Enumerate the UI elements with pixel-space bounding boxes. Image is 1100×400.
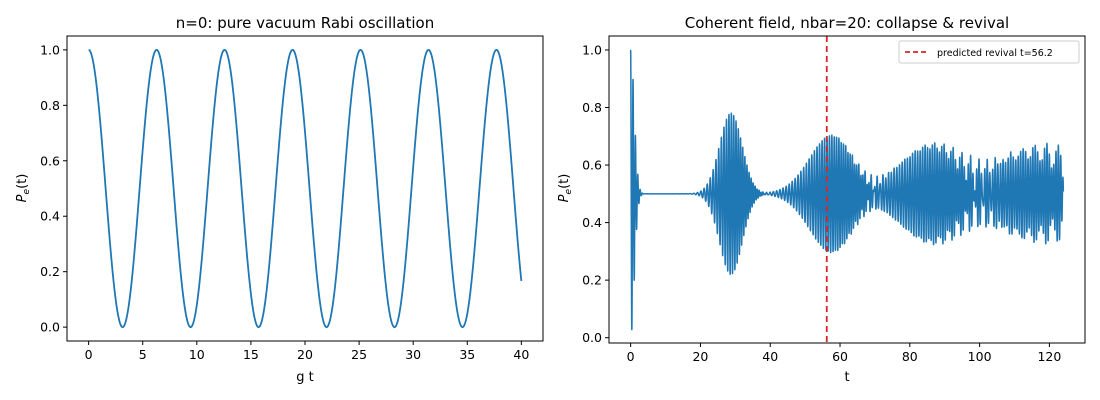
left-xtick-label: 20 bbox=[297, 347, 313, 362]
left-ytick-label: 1.0 bbox=[40, 42, 60, 57]
right-ytick-label: 0.0 bbox=[582, 330, 602, 345]
left-ytick-label: 0.6 bbox=[40, 153, 60, 168]
right-xtick-label: 120 bbox=[1037, 349, 1061, 364]
left-xtick-label: 5 bbox=[139, 347, 147, 362]
left-xtick-label: 10 bbox=[189, 347, 205, 362]
right-x-ticks: 0 20 40 60 80 100 120 bbox=[627, 343, 1061, 364]
right-ytick-label: 0.8 bbox=[582, 100, 602, 115]
left-xtick-label: 35 bbox=[459, 347, 475, 362]
left-ytick-label: 0.2 bbox=[40, 264, 60, 279]
left-xtick-label: 15 bbox=[243, 347, 259, 362]
right-ytick-label: 1.0 bbox=[582, 42, 602, 57]
right-plot-area bbox=[629, 36, 1065, 343]
left-title: n=0: pure vacuum Rabi oscillation bbox=[176, 14, 434, 32]
left-x-ticks: 0 5 10 15 20 25 30 35 40 bbox=[85, 341, 529, 362]
right-ytick-label: 0.2 bbox=[582, 273, 602, 288]
left-ytick-label: 0.4 bbox=[40, 209, 60, 224]
left-xtick-label: 40 bbox=[513, 347, 529, 362]
right-xtick-label: 0 bbox=[627, 349, 635, 364]
legend-label-revival: predicted revival t=56.2 bbox=[937, 48, 1053, 59]
left-ytick-label: 0.8 bbox=[40, 98, 60, 113]
right-xtick-label: 100 bbox=[968, 349, 992, 364]
left-xtick-label: 30 bbox=[405, 347, 421, 362]
right-xtick-label: 40 bbox=[762, 349, 778, 364]
right-xtick-label: 20 bbox=[692, 349, 708, 364]
right-xtick-label: 80 bbox=[902, 349, 918, 364]
left-axes-frame bbox=[66, 35, 544, 342]
right-title: Coherent field, nbar=20: collapse & revi… bbox=[685, 14, 1009, 32]
right-ytick-label: 0.6 bbox=[582, 158, 602, 173]
right-ytick-label: 0.4 bbox=[582, 215, 602, 230]
right-series-line bbox=[629, 49, 1065, 331]
left-xtick-label: 25 bbox=[351, 347, 367, 362]
left-plot-area bbox=[88, 48, 523, 329]
right-y-label: Pe(t) bbox=[557, 174, 574, 203]
left-series-line bbox=[88, 48, 523, 329]
right-axes-frame bbox=[608, 35, 1086, 344]
left-y-label: Pe(t) bbox=[15, 174, 32, 203]
panel-left: n=0: pure vacuum Rabi oscillation 0 5 10 15… bbox=[15, 14, 544, 385]
panel-right: Coherent field, nbar=20: collapse & revi… bbox=[557, 14, 1086, 385]
legend: predicted revival t=56.2 bbox=[898, 40, 1080, 64]
left-y-ticks: 0.0 0.2 0.4 0.6 0.8 1.0 bbox=[40, 42, 67, 335]
legend-box bbox=[898, 40, 1080, 64]
right-y-ticks: 0.0 0.2 0.4 0.6 0.8 1.0 bbox=[582, 42, 609, 345]
left-ytick-label: 0.0 bbox=[40, 320, 60, 335]
left-xtick-label: 0 bbox=[85, 347, 93, 362]
left-x-label: g t bbox=[296, 370, 313, 385]
right-x-label: t bbox=[844, 370, 849, 385]
right-xtick-label: 60 bbox=[832, 349, 848, 364]
